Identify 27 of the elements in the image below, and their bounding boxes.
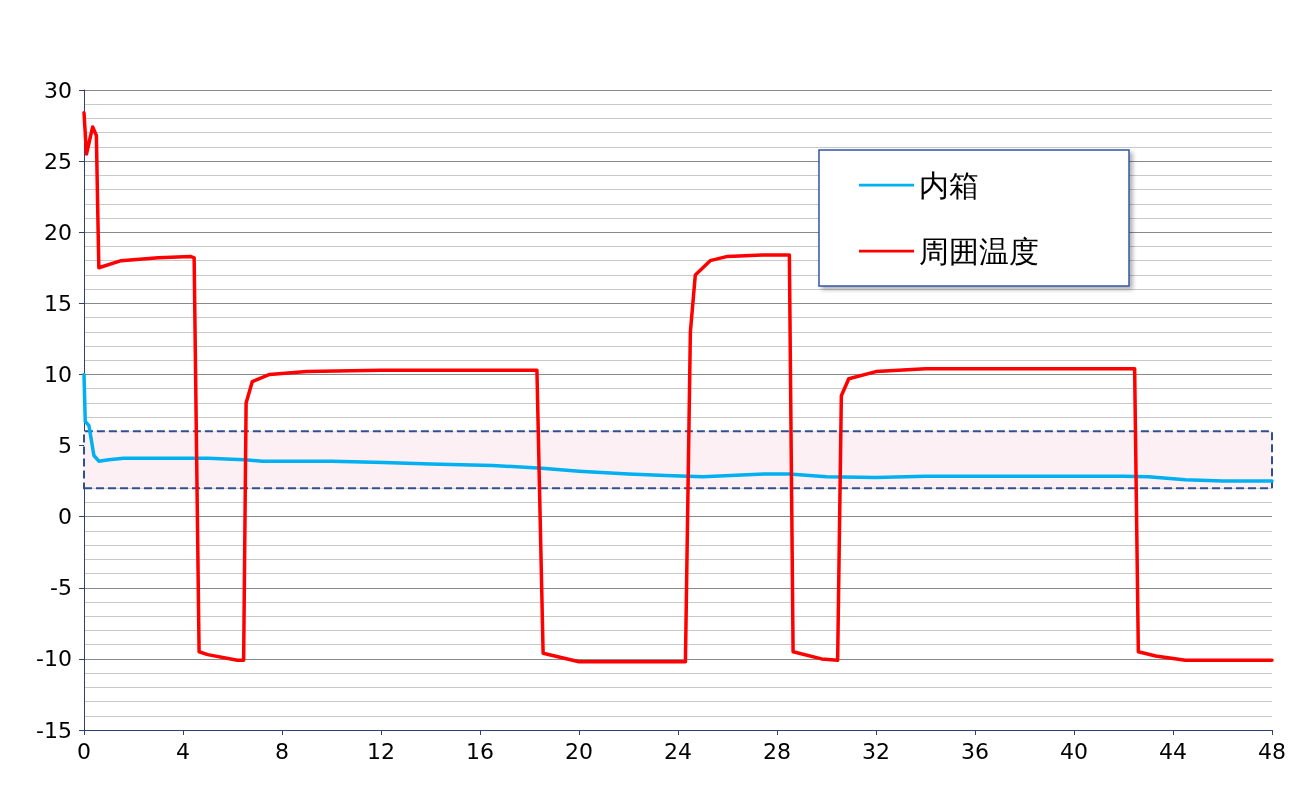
y-tick-label: 30: [44, 77, 72, 103]
x-tick-label: 4: [176, 738, 190, 764]
y-tick-label: -5: [50, 575, 72, 601]
x-tick-label: 20: [565, 738, 593, 764]
line-series: [82, 111, 1274, 664]
x-tick-label: 12: [367, 738, 395, 764]
y-tick-label: 25: [44, 148, 72, 174]
line-series: [82, 372, 1274, 483]
x-tick-label: 32: [862, 738, 890, 764]
x-tick-label: 16: [466, 738, 494, 764]
x-tick-label: 48: [1258, 738, 1286, 764]
x-tick-label: 36: [961, 738, 989, 764]
x-tick-label: 8: [275, 738, 289, 764]
x-tick-label: 24: [664, 738, 692, 764]
y-tick-label: 5: [58, 433, 72, 459]
legend-label: 内箱: [919, 167, 979, 203]
y-tick-label: 20: [44, 219, 72, 245]
y-tick-label: -15: [36, 717, 72, 743]
y-tick-label: 15: [44, 290, 72, 316]
legend-label: 周囲温度: [919, 233, 1039, 269]
y-tick-label: 0: [58, 504, 72, 530]
x-tick-label: 40: [1060, 738, 1088, 764]
x-tick-label: 0: [77, 738, 91, 764]
x-tick-label: 28: [763, 738, 791, 764]
y-tick-label: 10: [44, 361, 72, 387]
x-tick-label: 44: [1159, 738, 1187, 764]
y-tick-label: -10: [36, 646, 72, 672]
